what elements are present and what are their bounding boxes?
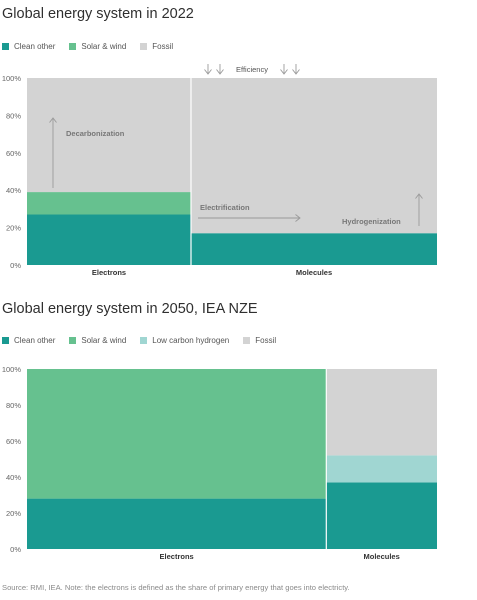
annotation-electrification: Electrification <box>200 203 250 212</box>
legend-swatch <box>69 337 77 344</box>
source-note: Source: RMI, IEA. Note: the electrons is… <box>2 583 350 592</box>
legend-label: Low carbon hydrogen <box>152 336 230 345</box>
bar-segment <box>27 192 191 215</box>
legend-item: Clean other <box>2 336 55 345</box>
bar-segment <box>326 455 437 483</box>
arrow-head <box>204 69 212 75</box>
x-tick-label: Molecules <box>296 268 332 277</box>
y-tick-label: 60% <box>6 437 21 446</box>
chart2-legend: Clean other Solar & wind Low carbon hydr… <box>2 336 290 345</box>
legend-label: Solar & wind <box>81 42 127 51</box>
arrow-head <box>49 117 57 123</box>
legend-swatch <box>69 43 77 50</box>
bar-segment <box>191 78 437 234</box>
legend-swatch <box>2 43 9 50</box>
chart1-legend: Clean other Solar & wind Fossil <box>2 42 187 51</box>
annotation-decarbonization: Decarbonization <box>66 129 125 138</box>
y-tick-label: 80% <box>6 401 21 410</box>
y-tick-label: 80% <box>6 111 21 120</box>
bar-segment <box>27 214 191 265</box>
bar-segment <box>27 78 191 193</box>
annotation-hydrogenization: Hydrogenization <box>342 217 401 226</box>
chart1-plot: Electrons Molecules 0% 20% 40% 60% 80% 100% Effi… <box>2 64 437 277</box>
y-tick-label: 40% <box>6 473 21 482</box>
chart2-title: Global energy system in 2050, IEA NZE <box>2 301 258 317</box>
legend-swatch <box>2 337 9 344</box>
legend-item: Fossil <box>140 42 173 51</box>
arrow-head <box>280 69 288 75</box>
legend-item: Solar & wind <box>69 336 126 345</box>
legend-item: Solar & wind <box>69 42 126 51</box>
bar-segment <box>191 233 437 265</box>
arrow-head <box>415 193 423 199</box>
annotation-efficiency: Efficiency <box>236 65 268 74</box>
x-tick-label: Molecules <box>364 552 400 561</box>
chart2-plot: Electrons Molecules 0% 20% 40% 60% 80% 100% <box>2 365 437 561</box>
legend-item: Low carbon hydrogen <box>140 336 229 345</box>
legend-swatch <box>140 43 148 50</box>
legend-label: Clean other <box>14 336 56 345</box>
bar-segment <box>326 482 437 549</box>
bar-segment <box>27 369 327 499</box>
x-tick-label: Electrons <box>160 552 194 561</box>
bar-segment <box>326 369 437 456</box>
y-tick-label: 60% <box>6 149 21 158</box>
arrow-head <box>295 214 301 222</box>
y-tick-label: 0% <box>10 261 21 270</box>
bar-segment <box>27 498 327 549</box>
y-tick-label: 0% <box>10 545 21 554</box>
y-tick-label: 20% <box>6 509 21 518</box>
legend-item: Fossil <box>243 336 276 345</box>
arrow-head <box>292 69 300 75</box>
legend-label: Solar & wind <box>81 336 127 345</box>
legend-label: Fossil <box>255 336 277 345</box>
chart1-title: Global energy system in 2022 <box>2 6 194 22</box>
y-tick-label: 20% <box>6 224 21 233</box>
y-tick-label: 40% <box>6 186 21 195</box>
legend-item: Clean other <box>2 42 55 51</box>
y-tick-label: 100% <box>2 365 22 374</box>
y-tick-label: 100% <box>2 74 22 83</box>
legend-label: Fossil <box>152 42 174 51</box>
legend-swatch <box>243 337 251 344</box>
legend-label: Clean other <box>14 42 56 51</box>
arrow-head <box>216 69 224 75</box>
x-tick-label: Electrons <box>92 268 126 277</box>
legend-swatch <box>140 337 148 344</box>
